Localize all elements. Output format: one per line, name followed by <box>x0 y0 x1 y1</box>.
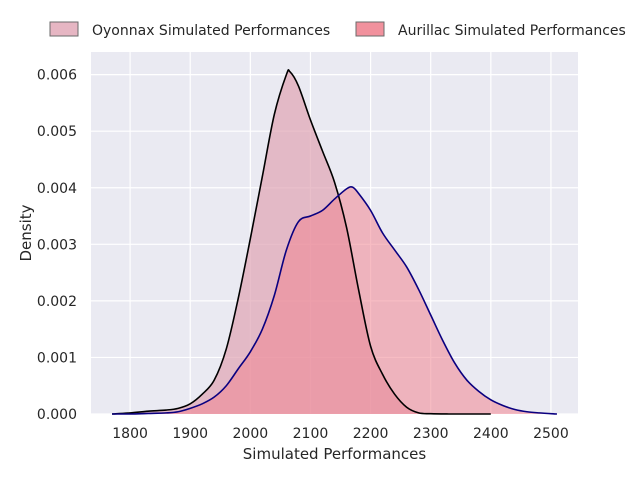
legend-swatch-aurillac <box>355 21 385 37</box>
x-tick-label: 2400 <box>473 426 509 442</box>
y-tick-label: 0.005 <box>37 124 77 140</box>
x-tick-label: 2000 <box>233 426 269 442</box>
legend-label-oyonnax: Oyonnax Simulated Performances <box>92 23 330 39</box>
x-tick-label: 2200 <box>353 426 389 442</box>
density-line-oyonnax <box>111 69 491 415</box>
y-tick-label: 0.000 <box>37 407 77 423</box>
y-axis-label: Density <box>17 204 35 261</box>
density-areas <box>111 69 558 415</box>
y-tick-label: 0.003 <box>37 237 77 253</box>
legend-swatch-oyonnax <box>49 21 79 37</box>
y-tick-label: 0.004 <box>37 181 77 197</box>
density-area-aurillac <box>112 186 557 414</box>
x-tick-label: 2500 <box>533 426 569 442</box>
x-axis-label: Simulated Performances <box>243 445 427 463</box>
legend: Oyonnax Simulated Performances Aurillac … <box>49 21 626 39</box>
density-line-aurillac <box>112 186 558 415</box>
legend-label-aurillac: Aurillac Simulated Performances <box>398 23 626 39</box>
x-tick-label: 2300 <box>413 426 449 442</box>
y-tick-labels: 0.000 0.001 0.002 0.003 0.004 0.005 0.006 <box>37 68 77 423</box>
y-tick-label: 0.006 <box>37 68 77 84</box>
x-tick-labels: 1800 1900 2000 2100 2200 2300 2400 2500 <box>112 426 569 442</box>
y-tick-label: 0.002 <box>37 294 77 310</box>
x-tick-label: 1900 <box>172 426 208 442</box>
x-tick-label: 2100 <box>293 426 329 442</box>
y-tick-label: 0.001 <box>37 350 77 366</box>
x-tick-label: 1800 <box>112 426 148 442</box>
